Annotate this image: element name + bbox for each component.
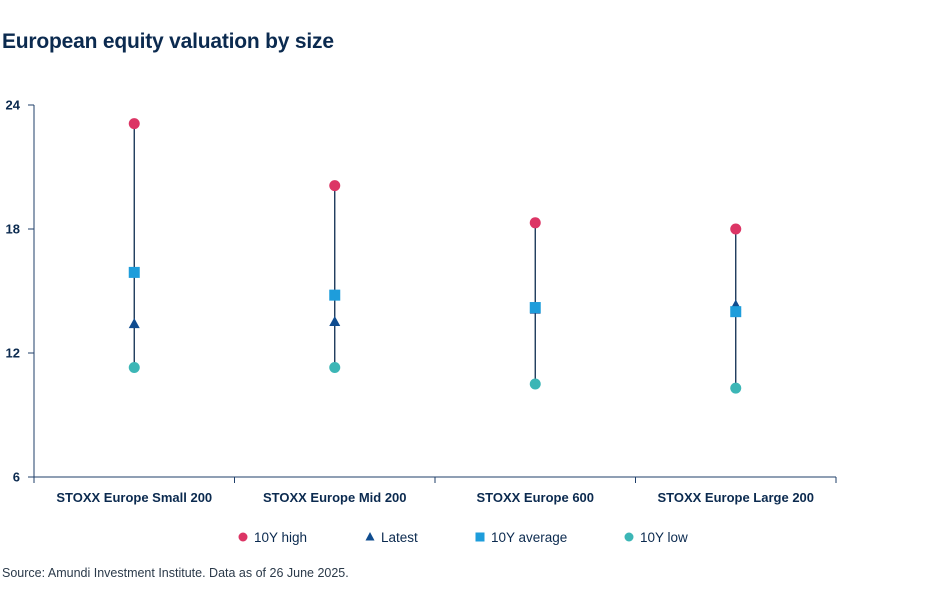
legend-label-latest: Latest (381, 530, 418, 545)
point-low (529, 378, 541, 390)
legend-marker-high (238, 532, 248, 542)
y-tick-label: 18 (6, 222, 20, 237)
point-average (128, 266, 140, 278)
point-latest (329, 316, 341, 326)
legend-label-average: 10Y average (491, 530, 567, 545)
point-high (329, 180, 341, 192)
legend-marker-low (624, 532, 634, 542)
x-category-label: STOXX Europe Mid 200 (263, 490, 407, 505)
y-tick-label: 12 (6, 346, 20, 361)
y-tick-label: 6 (13, 470, 20, 485)
legend-marker-average (475, 532, 485, 542)
point-average (329, 289, 341, 301)
x-category-label: STOXX Europe Small 200 (56, 490, 212, 505)
y-tick-label: 24 (6, 98, 21, 113)
point-high (730, 223, 742, 235)
point-average (529, 302, 541, 314)
point-low (329, 361, 341, 373)
point-high (128, 118, 140, 130)
source-note: Source: Amundi Investment Institute. Dat… (2, 566, 349, 580)
legend-label-high: 10Y high (254, 530, 307, 545)
legend-marker-latest (365, 532, 375, 541)
point-low (128, 361, 140, 373)
point-latest (128, 318, 140, 329)
chart-title: European equity valuation by size (2, 30, 334, 53)
point-average (730, 306, 742, 318)
point-low (730, 382, 742, 394)
legend-label-low: 10Y low (640, 530, 688, 545)
point-high (529, 217, 541, 229)
x-category-label: STOXX Europe 600 (476, 490, 594, 505)
x-category-label: STOXX Europe Large 200 (657, 490, 814, 505)
chart-canvas: 6 12 18 24 STOXX Europe Small 200 STOXX Europ… (6, 98, 837, 545)
